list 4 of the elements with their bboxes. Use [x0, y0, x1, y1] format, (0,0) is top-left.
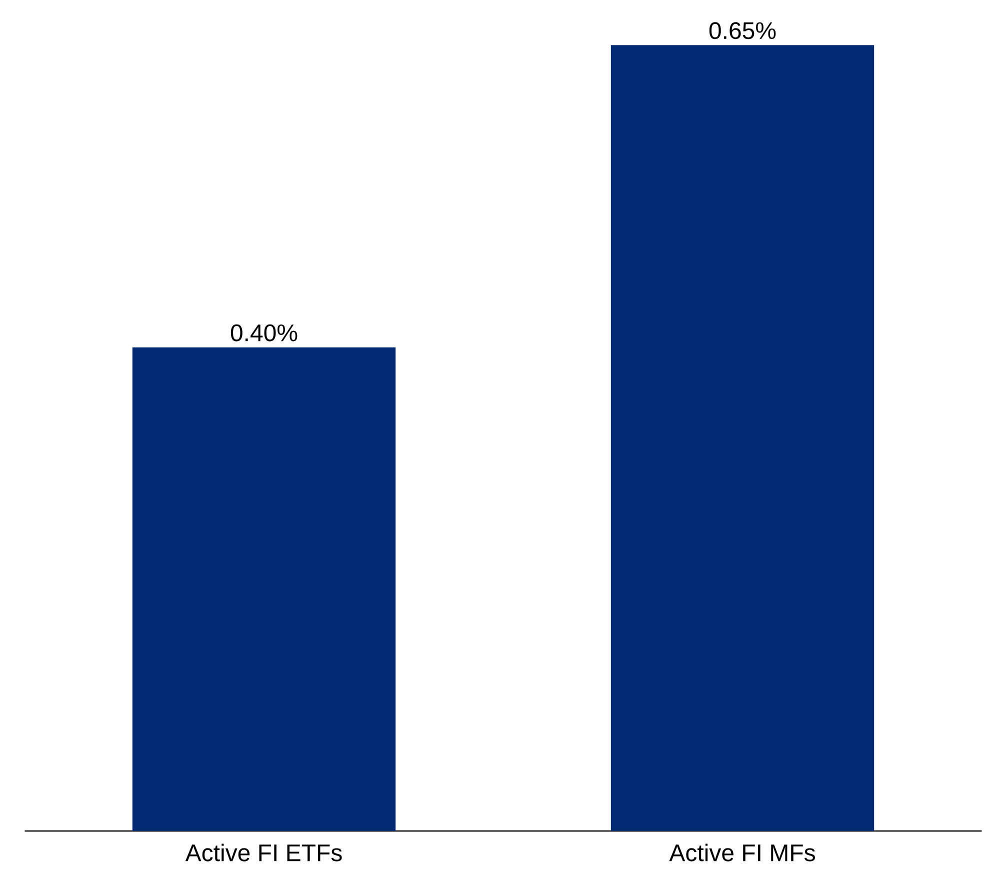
x-tick-label: Active FI MFs	[669, 844, 815, 862]
data-label: 0.65%	[709, 22, 776, 40]
x-tick-label: Active FI ETFs	[185, 844, 342, 862]
data-label: 0.40%	[230, 324, 298, 342]
